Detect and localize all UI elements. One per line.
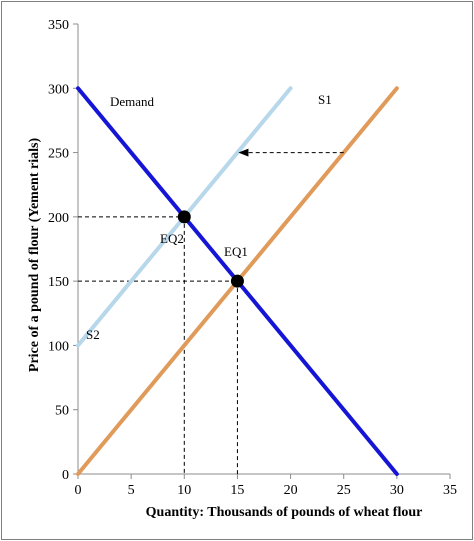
y-axis-title: Price of a pound of flour (Yement rials)	[27, 138, 42, 373]
equilibrium-points	[177, 210, 244, 288]
line-label-s1: S1	[318, 92, 332, 107]
y-tick-label: 0	[62, 468, 69, 483]
y-tick-label: 150	[48, 275, 69, 290]
y-tick-label: 50	[55, 404, 69, 419]
equilibrium-point-eq1	[230, 274, 244, 288]
annotations: Demand S1 S2 EQ1 EQ2	[86, 92, 332, 342]
axes: 0 50 100 150 200 250 300 350 0 5 10 15 20 25 30 35	[48, 18, 457, 498]
x-axis-title: Quantity: Thousands of pounds of wheat f…	[146, 505, 423, 520]
x-tick-label: 25	[337, 483, 351, 498]
x-tick-label: 10	[177, 483, 191, 498]
y-tick-label: 350	[48, 18, 69, 33]
equilibrium-point-eq2	[177, 210, 191, 224]
y-tick-label: 250	[48, 147, 69, 162]
y-tick-label: 100	[48, 339, 69, 354]
x-tick-label: 35	[443, 483, 457, 498]
x-tick-label: 5	[128, 483, 135, 498]
line-label-demand: Demand	[110, 94, 155, 109]
x-tick-label: 0	[75, 483, 82, 498]
x-tick-label: 15	[230, 483, 244, 498]
x-tick-label: 30	[390, 483, 404, 498]
eq-label-eq1: EQ1	[224, 244, 248, 259]
equilibrium-guides	[78, 216, 238, 474]
x-tick-label: 20	[284, 483, 298, 498]
y-tick-label: 300	[48, 82, 69, 97]
line-label-s2: S2	[86, 327, 100, 342]
eq-label-eq2: EQ2	[160, 231, 184, 246]
y-tick-label: 200	[48, 211, 69, 226]
